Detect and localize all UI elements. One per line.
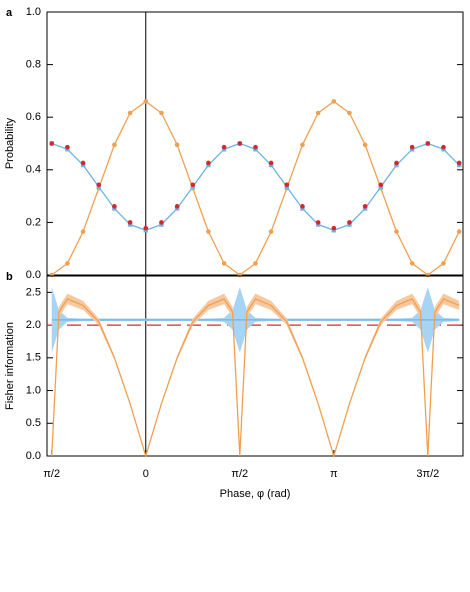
data-point: [221, 261, 227, 266]
data-point: [409, 144, 415, 150]
plot-frame: [46, 275, 464, 457]
data-point: [253, 261, 258, 266]
data-point: [394, 160, 399, 166]
data-point: [456, 229, 462, 234]
x-tick-label: 0: [143, 468, 149, 480]
data-point: [143, 99, 149, 104]
data-point: [268, 160, 274, 166]
panel-label: a: [6, 7, 13, 19]
series-line: [51, 100, 460, 276]
data-point: [221, 144, 227, 150]
y-tick-label: 0.4: [26, 164, 41, 176]
y-tick-label: 1.5: [26, 352, 41, 364]
data-point: [80, 229, 86, 234]
data-point: [65, 261, 70, 266]
data-point: [159, 220, 164, 225]
x-tick-label: π: [330, 468, 338, 480]
data-point: [378, 182, 384, 188]
data-point: [159, 110, 164, 116]
y-tick-label: 1.0: [26, 6, 41, 18]
y-tick-label: 1.0: [26, 384, 41, 396]
data-point: [409, 261, 415, 266]
y-tick-label: 0.6: [26, 111, 41, 123]
data-point: [284, 182, 290, 188]
data-point: [331, 99, 337, 104]
data-point: [143, 225, 149, 231]
y-tick-label: 0.8: [26, 59, 41, 71]
data-point: [425, 141, 431, 146]
data-point: [300, 204, 305, 209]
data-point: [441, 144, 446, 150]
data-point: [190, 182, 196, 188]
series-line: [51, 298, 460, 459]
y-axis-label: Fisher information: [4, 322, 16, 410]
data-point: [268, 229, 274, 234]
data-point: [253, 144, 258, 150]
data-point: [206, 229, 211, 234]
data-point: [456, 160, 462, 166]
data-point: [127, 110, 133, 116]
data-point: [362, 142, 368, 148]
data-point: [441, 261, 446, 266]
plot-frame: [46, 11, 464, 276]
y-tick-label: 0.0: [26, 450, 41, 462]
data-point: [315, 110, 321, 116]
panel-label: b: [6, 271, 13, 283]
data-point: [80, 160, 86, 166]
y-tick-label: 2.0: [26, 319, 41, 331]
data-point: [174, 142, 180, 148]
data-point: [112, 204, 117, 209]
data-point: [96, 182, 102, 188]
y-tick-label: 0.5: [26, 417, 41, 429]
data-point: [300, 142, 305, 148]
series-line: [51, 142, 460, 231]
data-point: [331, 225, 337, 231]
data-point: [394, 229, 399, 234]
x-tick-label: π/2: [231, 468, 248, 480]
x-axis-label: Phase, φ (rad): [220, 488, 291, 500]
data-point: [112, 142, 117, 148]
data-point: [347, 110, 352, 116]
data-point: [315, 220, 321, 225]
data-point: [362, 204, 368, 209]
data-point: [174, 204, 180, 209]
data-point: [347, 220, 352, 225]
x-tick-label: 3π/2: [416, 468, 439, 480]
y-tick-label: 2.5: [26, 286, 41, 298]
data-point: [206, 160, 211, 166]
x-tick-label: π/2: [43, 468, 60, 480]
y-tick-label: 0.0: [26, 269, 41, 281]
data-point: [65, 144, 70, 150]
data-point: [127, 220, 133, 225]
data-point: [49, 141, 55, 146]
data-point: [237, 141, 243, 146]
y-tick-label: 0.2: [26, 216, 41, 228]
y-axis-label: Probability: [4, 117, 16, 169]
